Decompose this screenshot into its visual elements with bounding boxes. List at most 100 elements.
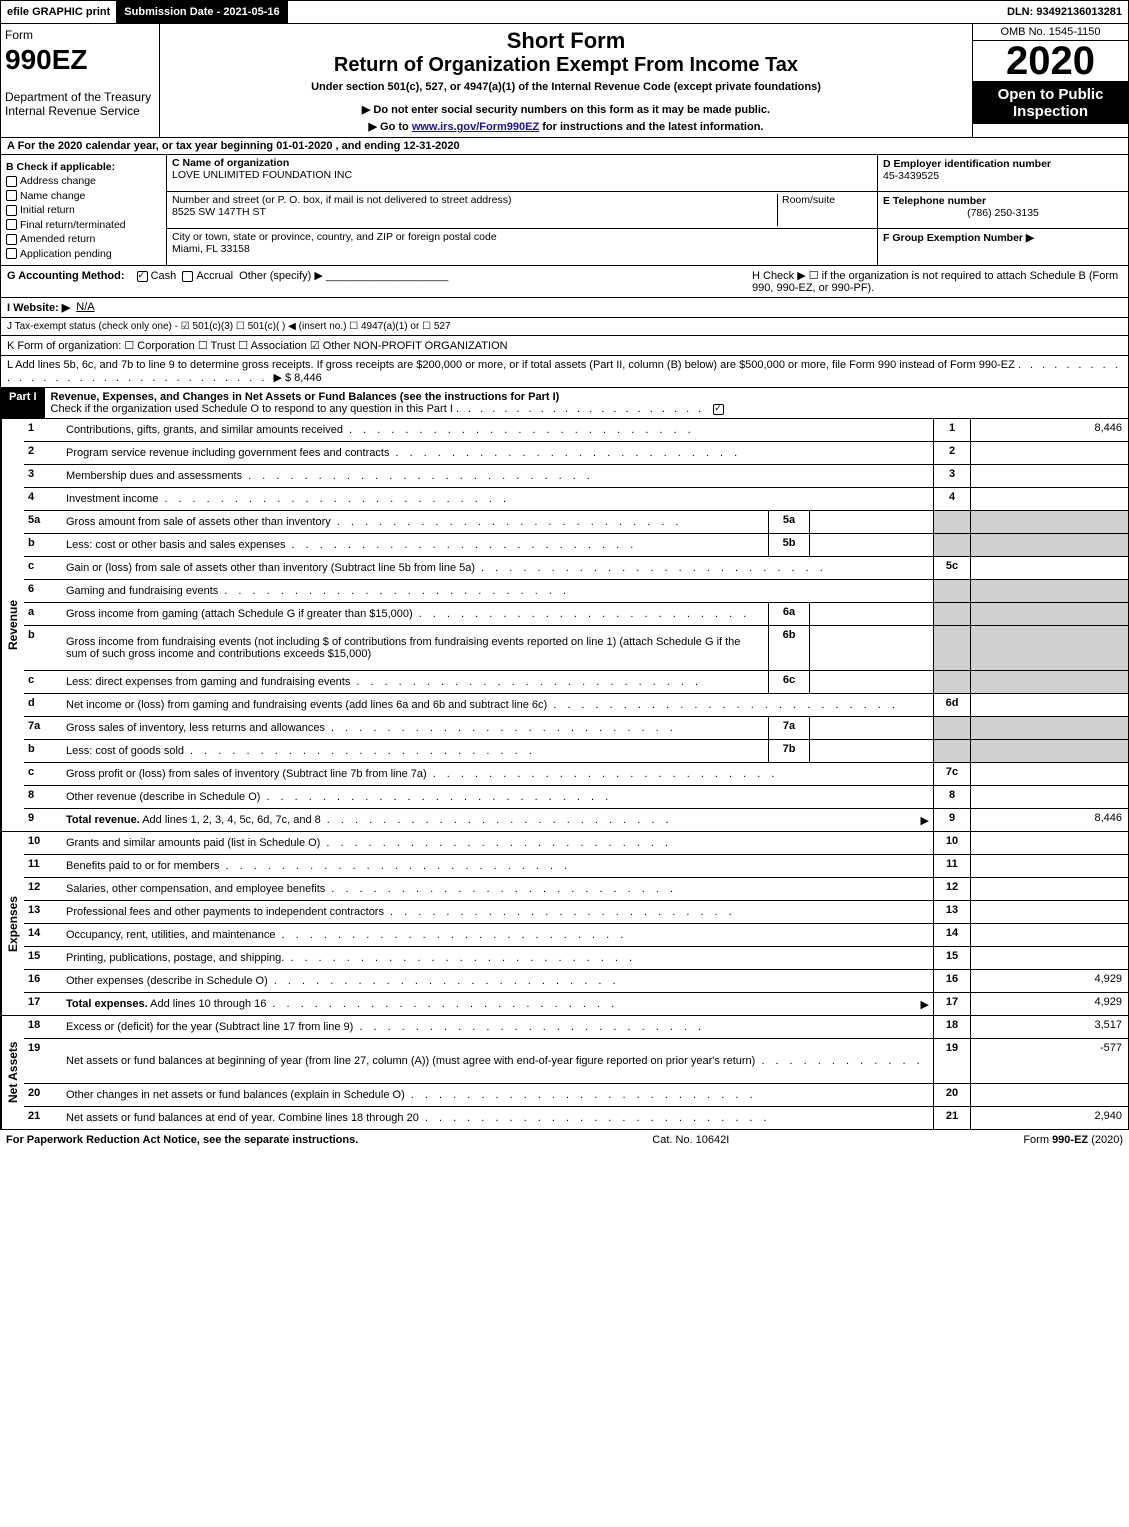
l-amount: ▶ $ 8,446	[273, 372, 321, 384]
line-desc: Gaming and fundraising events. . . . . .…	[62, 580, 933, 602]
line-value: 3,517	[970, 1016, 1128, 1038]
line-desc: Less: cost or other basis and sales expe…	[62, 534, 768, 556]
line-value	[970, 671, 1128, 693]
line-number: 17	[24, 993, 62, 1015]
line-col-num: 17	[933, 993, 970, 1015]
g-label: G Accounting Method:	[7, 270, 125, 282]
irs-label: Internal Revenue Service	[5, 104, 155, 118]
room-suite: Room/suite	[777, 194, 872, 226]
line-number: a	[24, 603, 62, 625]
table-row: aGross income from gaming (attach Schedu…	[24, 602, 1128, 625]
table-row: 3Membership dues and assessments. . . . …	[24, 464, 1128, 487]
line-number: d	[24, 694, 62, 716]
line-value	[970, 855, 1128, 877]
table-row: 8Other revenue (describe in Schedule O).…	[24, 785, 1128, 808]
row-j: J Tax-exempt status (check only one) - ☑…	[0, 318, 1129, 336]
goto-line: ▶ Go to www.irs.gov/Form990EZ for instru…	[166, 120, 966, 133]
city-row: City or town, state or province, country…	[167, 229, 877, 265]
ssn-warning: ▶ Do not enter social security numbers o…	[166, 103, 966, 116]
table-row: bLess: cost or other basis and sales exp…	[24, 533, 1128, 556]
side-expenses: Expenses	[1, 832, 24, 1015]
d-label: D Employer identification number	[883, 158, 1051, 170]
line-number: 16	[24, 970, 62, 992]
line-desc: Other revenue (describe in Schedule O). …	[62, 786, 933, 808]
line-col-num: 9	[933, 809, 970, 831]
line-desc: Total expenses. Add lines 10 through 16.…	[62, 993, 933, 1015]
header-left: Form 990EZ Department of the Treasury In…	[1, 24, 160, 137]
b-title: B Check if applicable:	[6, 161, 161, 173]
table-row: bLess: cost of goods sold. . . . . . . .…	[24, 739, 1128, 762]
cb-amended[interactable]: Amended return	[6, 233, 161, 245]
line-number: 3	[24, 465, 62, 487]
goto-pre: ▶ Go to	[369, 121, 412, 133]
website-value: N/A	[76, 301, 94, 314]
cb-name-change[interactable]: Name change	[6, 190, 161, 202]
dept-treasury: Department of the Treasury	[5, 90, 155, 104]
sub-line-num: 7a	[768, 717, 809, 739]
info-block: B Check if applicable: Address change Na…	[0, 155, 1129, 266]
city-value: Miami, FL 33158	[172, 243, 250, 255]
line-value	[970, 694, 1128, 716]
tax-year: 2020	[973, 41, 1128, 82]
line-number: 13	[24, 901, 62, 923]
city-label: City or town, state or province, country…	[172, 231, 497, 243]
dln: DLN: 93492136013281	[1007, 6, 1128, 18]
line-value	[970, 924, 1128, 946]
efile-label[interactable]: efile GRAPHIC print	[1, 6, 116, 18]
line-value	[970, 763, 1128, 785]
cb-address-change[interactable]: Address change	[6, 175, 161, 187]
line-desc: Program service revenue including govern…	[62, 442, 933, 464]
line-value: 4,929	[970, 993, 1128, 1015]
line-value	[970, 557, 1128, 579]
row-g: G Accounting Method: Cash Accrual Other …	[7, 269, 752, 294]
line-number: 11	[24, 855, 62, 877]
table-row: 16Other expenses (describe in Schedule O…	[24, 969, 1128, 992]
line-desc: Benefits paid to or for members. . . . .…	[62, 855, 933, 877]
line-col-num: 10	[933, 832, 970, 854]
line-number: 7a	[24, 717, 62, 739]
line-desc: Other changes in net assets or fund bala…	[62, 1084, 933, 1106]
table-row: 18Excess or (deficit) for the year (Subt…	[24, 1016, 1128, 1038]
k-text: K Form of organization: ☐ Corporation ☐ …	[7, 339, 508, 352]
line-desc: Total revenue. Add lines 1, 2, 3, 4, 5c,…	[62, 809, 933, 831]
i-label: I Website: ▶	[7, 301, 70, 314]
cb-pending[interactable]: Application pending	[6, 248, 161, 260]
line-desc: Excess or (deficit) for the year (Subtra…	[62, 1016, 933, 1038]
cb-final-return[interactable]: Final return/terminated	[6, 219, 161, 231]
line-desc: Gross amount from sale of assets other t…	[62, 511, 768, 533]
line-col-num: 16	[933, 970, 970, 992]
line-col-num: 21	[933, 1107, 970, 1129]
cb-accrual[interactable]	[182, 271, 193, 282]
line-col-num: 7c	[933, 763, 970, 785]
expenses-table: Expenses 10Grants and similar amounts pa…	[0, 832, 1129, 1016]
line-value	[970, 947, 1128, 969]
section-def: D Employer identification number 45-3439…	[877, 155, 1128, 265]
line-desc: Membership dues and assessments. . . . .…	[62, 465, 933, 487]
street-row: Number and street (or P. O. box, if mail…	[167, 192, 877, 229]
part1-title-area: Revenue, Expenses, and Changes in Net As…	[45, 388, 1128, 418]
line-col-num: 6d	[933, 694, 970, 716]
street-value: 8525 SW 147TH ST	[172, 206, 266, 218]
line-value	[970, 580, 1128, 602]
part1-check-note: Check if the organization used Schedule …	[51, 403, 453, 415]
line-desc: Net assets or fund balances at beginning…	[62, 1039, 933, 1083]
line-col-num: 12	[933, 878, 970, 900]
cb-cash[interactable]	[137, 271, 148, 282]
sub-line-val	[809, 603, 933, 625]
line-value: 8,446	[970, 809, 1128, 831]
line-col-num: 14	[933, 924, 970, 946]
line-desc: Printing, publications, postage, and shi…	[62, 947, 933, 969]
line-number: b	[24, 534, 62, 556]
table-row: 4Investment income. . . . . . . . . . . …	[24, 487, 1128, 510]
top-bar: efile GRAPHIC print Submission Date - 20…	[0, 0, 1129, 24]
goto-link[interactable]: www.irs.gov/Form990EZ	[412, 121, 539, 133]
table-row: 15Printing, publications, postage, and s…	[24, 946, 1128, 969]
row-k: K Form of organization: ☐ Corporation ☐ …	[0, 336, 1129, 356]
part1-checkbox[interactable]	[713, 404, 724, 415]
line-col-num	[933, 603, 970, 625]
line-col-num	[933, 511, 970, 533]
cb-initial-return[interactable]: Initial return	[6, 204, 161, 216]
line-desc: Grants and similar amounts paid (list in…	[62, 832, 933, 854]
line-number: 10	[24, 832, 62, 854]
part1-header: Part I Revenue, Expenses, and Changes in…	[0, 388, 1129, 419]
